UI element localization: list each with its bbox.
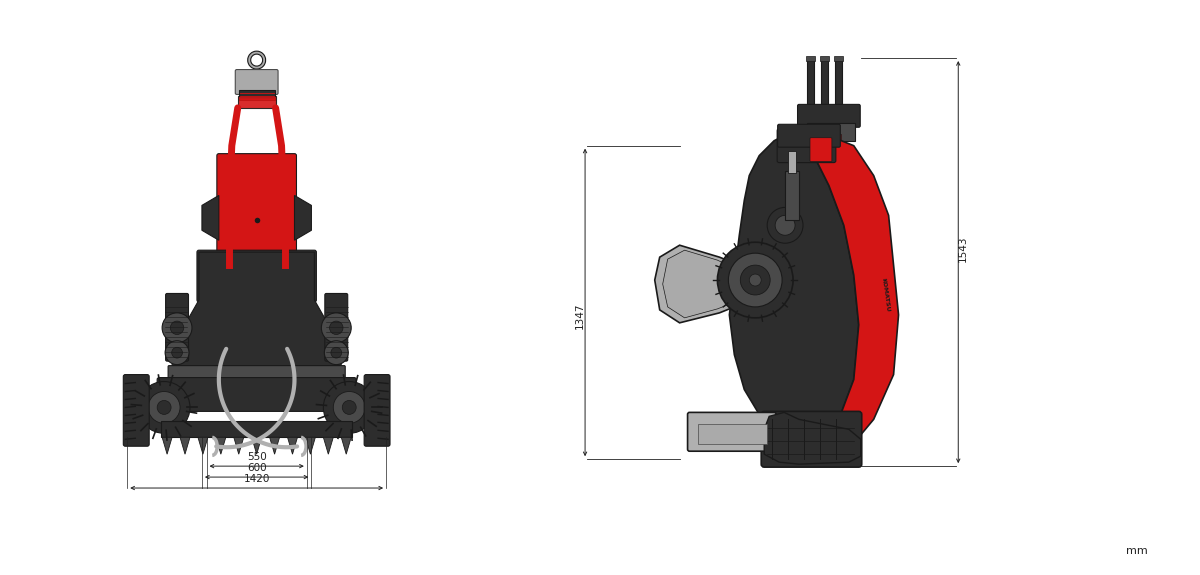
Text: 550: 550: [247, 452, 266, 462]
Polygon shape: [799, 136, 899, 464]
FancyBboxPatch shape: [688, 412, 776, 451]
Polygon shape: [306, 437, 316, 454]
FancyBboxPatch shape: [761, 411, 862, 467]
Polygon shape: [216, 437, 226, 454]
Circle shape: [718, 242, 793, 318]
Circle shape: [330, 321, 343, 335]
Text: 600: 600: [247, 463, 266, 473]
Circle shape: [728, 253, 782, 307]
FancyBboxPatch shape: [168, 366, 346, 385]
FancyBboxPatch shape: [778, 129, 836, 163]
Polygon shape: [252, 437, 262, 454]
FancyBboxPatch shape: [798, 105, 860, 127]
FancyBboxPatch shape: [197, 250, 317, 302]
FancyBboxPatch shape: [325, 293, 348, 361]
Polygon shape: [662, 250, 739, 318]
FancyBboxPatch shape: [364, 374, 390, 446]
Wedge shape: [229, 265, 241, 277]
Polygon shape: [294, 196, 312, 240]
Circle shape: [740, 265, 770, 295]
FancyBboxPatch shape: [124, 374, 149, 446]
Circle shape: [749, 274, 761, 286]
Wedge shape: [272, 265, 284, 277]
Polygon shape: [655, 245, 744, 323]
Bar: [835, 59, 842, 111]
Circle shape: [775, 216, 796, 235]
Circle shape: [324, 341, 348, 365]
Polygon shape: [270, 437, 280, 454]
Text: KOMATSU: KOMATSU: [881, 278, 890, 312]
Circle shape: [170, 321, 184, 335]
Circle shape: [166, 341, 188, 365]
Polygon shape: [162, 437, 172, 454]
FancyBboxPatch shape: [235, 70, 278, 94]
Bar: [785, 171, 799, 220]
Circle shape: [148, 392, 180, 423]
Circle shape: [767, 208, 803, 243]
Bar: [697, 424, 767, 444]
Polygon shape: [730, 131, 859, 439]
Circle shape: [334, 392, 365, 423]
Polygon shape: [202, 196, 218, 240]
Circle shape: [138, 382, 190, 434]
FancyBboxPatch shape: [166, 293, 188, 361]
Text: mm: mm: [1126, 546, 1147, 555]
Bar: [788, 151, 796, 172]
Bar: [820, 56, 829, 61]
Polygon shape: [234, 437, 244, 454]
FancyBboxPatch shape: [217, 154, 296, 262]
Polygon shape: [341, 437, 352, 454]
Text: 1420: 1420: [244, 474, 270, 484]
Circle shape: [162, 313, 192, 343]
Polygon shape: [764, 412, 860, 464]
FancyBboxPatch shape: [778, 124, 840, 147]
Circle shape: [322, 313, 352, 343]
FancyBboxPatch shape: [810, 138, 832, 162]
Bar: [821, 59, 828, 111]
Text: 1543: 1543: [959, 236, 968, 262]
Polygon shape: [288, 437, 298, 454]
Bar: [239, 90, 275, 100]
Bar: [806, 56, 815, 61]
Bar: [238, 96, 276, 108]
Bar: [806, 123, 854, 141]
Polygon shape: [172, 252, 341, 380]
Bar: [834, 56, 842, 61]
Polygon shape: [180, 437, 190, 454]
Bar: [161, 421, 353, 437]
Circle shape: [157, 400, 172, 415]
Bar: [806, 59, 814, 111]
Circle shape: [331, 347, 342, 358]
Circle shape: [172, 347, 182, 358]
Text: 1347: 1347: [575, 302, 586, 329]
FancyBboxPatch shape: [157, 378, 356, 411]
Circle shape: [342, 400, 356, 415]
Polygon shape: [198, 437, 208, 454]
Polygon shape: [323, 437, 334, 454]
Bar: [817, 134, 841, 145]
Circle shape: [323, 382, 376, 434]
